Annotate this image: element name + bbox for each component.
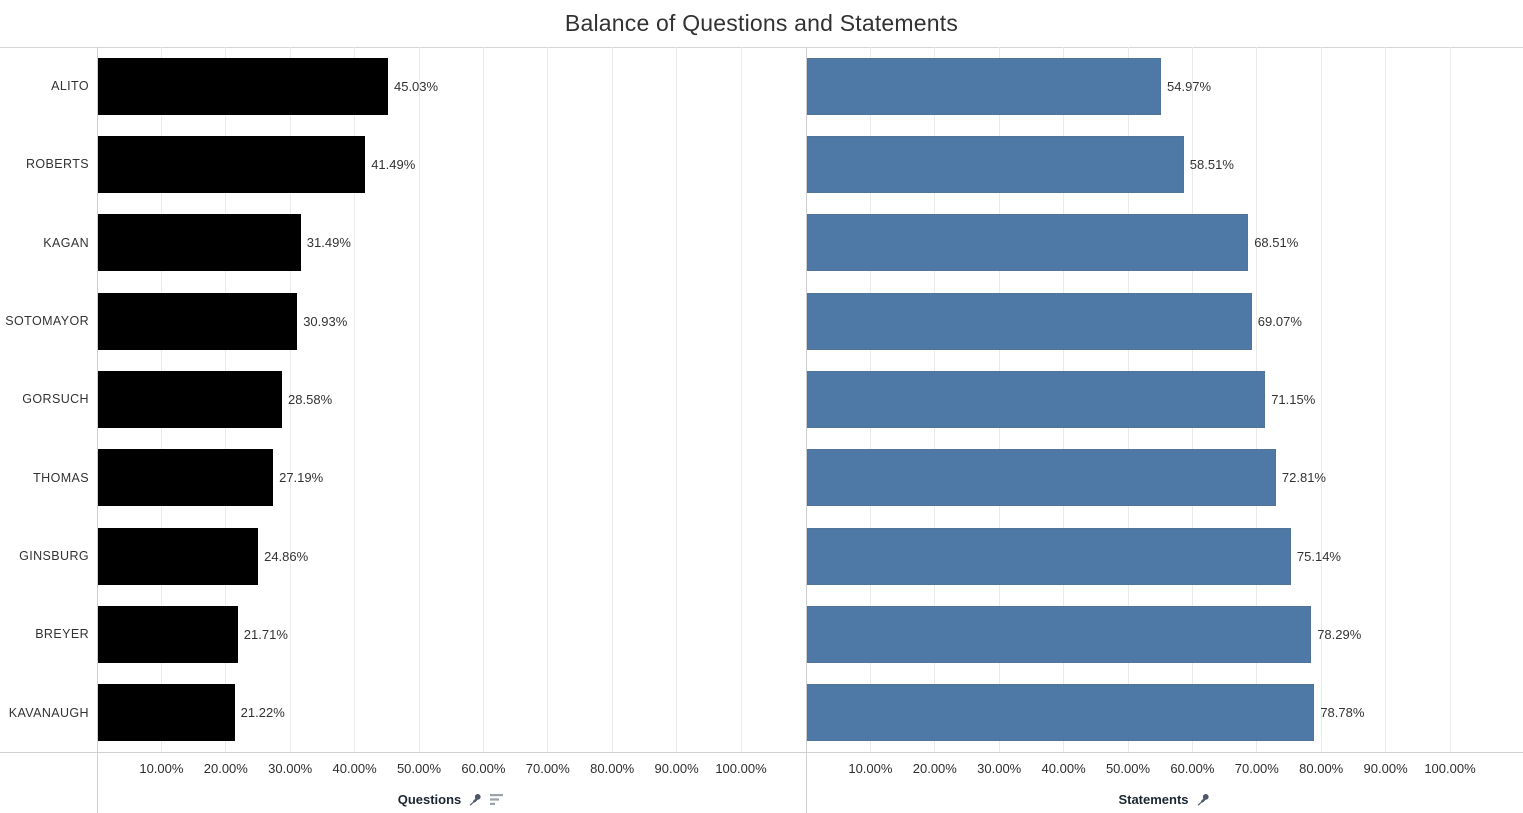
questions-axis-title: Questions <box>397 791 462 807</box>
axis-tick-label: 90.00% <box>1363 761 1408 776</box>
pin-icon[interactable] <box>468 792 483 807</box>
axis-tick-label: 20.00% <box>203 761 248 776</box>
bar-value-label: 45.03% <box>393 78 439 94</box>
bar-value-label: 72.81% <box>1281 470 1326 486</box>
questions-pane: 45.03% 41.49% 31.49% 30.93% 28.58% 27.19% 24.8… <box>97 47 806 752</box>
gridline <box>740 47 742 752</box>
axis-tick-label: 30.00% <box>977 761 1022 776</box>
statements-bar-kavanaugh[interactable] <box>807 684 1315 742</box>
bar-value-label: 58.51% <box>1189 156 1234 172</box>
gridline <box>289 47 291 752</box>
sort-descending-icon[interactable] <box>490 793 505 806</box>
row-header-kavanaugh: KAVANAUGH <box>8 705 89 720</box>
row-header-sotomayor: SOTOMAYOR <box>5 314 89 328</box>
gridline <box>418 47 420 752</box>
bar-value-label: 78.78% <box>1320 705 1365 721</box>
statements-bar-sotomayor[interactable] <box>807 292 1252 350</box>
statements-bar-ginsburg[interactable] <box>807 527 1291 585</box>
statements-bar-gorsuch[interactable] <box>807 370 1266 428</box>
gridline <box>547 47 549 752</box>
axis-tick-label: 10.00% <box>848 761 893 776</box>
bar-value-label: 28.58% <box>288 391 333 407</box>
row-header-breyer: BREYER <box>35 627 89 642</box>
gridline <box>611 47 613 752</box>
statements-bar-roberts[interactable] <box>807 135 1184 193</box>
bar-value-label: 68.51% <box>1254 235 1299 251</box>
axis-tick-label: 60.00% <box>461 761 506 776</box>
bar-value-label: 78.29% <box>1317 626 1362 642</box>
axis-baseline <box>0 752 1523 753</box>
bar-value-label: 21.22% <box>240 705 285 721</box>
questions-axis-title-cell: Questions <box>97 785 806 813</box>
axis-tick-label: 70.00% <box>525 761 570 776</box>
questions-bar-kavanaugh[interactable] <box>98 684 235 742</box>
gridline <box>1449 47 1451 752</box>
questions-bar-sotomayor[interactable] <box>98 292 298 350</box>
axis-tick-label: 50.00% <box>396 761 442 776</box>
statements-bar-alito[interactable] <box>807 57 1161 115</box>
axis-tick-label: 20.00% <box>912 761 957 776</box>
bar-value-label: 31.49% <box>306 235 351 251</box>
bar-value-label: 69.07% <box>1257 313 1302 329</box>
row-header-gorsuch: GORSUCH <box>22 392 89 407</box>
axis-tick-label: 100.00% <box>1424 761 1476 776</box>
gridline <box>482 47 484 752</box>
questions-bar-thomas[interactable] <box>98 449 274 507</box>
statements-axis: 10.00% 20.00% 30.00% 40.00% 50.00% 60.00% 70.0… <box>806 752 1523 785</box>
bar-value-label: 54.97% <box>1167 78 1212 94</box>
questions-bar-alito[interactable] <box>98 57 388 115</box>
questions-axis: 10.00% 20.00% 30.00% 40.00% 50.00% 60.00% 70.0… <box>97 752 806 785</box>
row-header-alito: ALITO <box>51 79 89 93</box>
statements-axis-title-cell: Statements <box>806 785 1523 813</box>
chart-title: Balance of Questions and Statements <box>564 10 959 36</box>
statements-bar-thomas[interactable] <box>807 449 1276 507</box>
questions-bar-gorsuch[interactable] <box>98 370 283 428</box>
row-header-roberts: ROBERTS <box>26 157 89 172</box>
axis-tick-label: 80.00% <box>590 761 635 776</box>
gridline <box>354 47 356 752</box>
bar-value-label: 41.49% <box>371 156 416 172</box>
axis-tick-label: 40.00% <box>1041 761 1086 776</box>
axis-tick-label: 30.00% <box>268 761 313 776</box>
pin-icon[interactable] <box>1196 792 1211 807</box>
header-divider <box>0 47 1523 48</box>
bar-value-label: 27.19% <box>279 470 324 486</box>
statements-bar-kagan[interactable] <box>807 214 1249 272</box>
gridline <box>676 47 678 752</box>
statements-axis-title: Statements <box>1118 791 1189 807</box>
axis-tick-label: 10.00% <box>139 761 184 776</box>
axis-tick-label: 70.00% <box>1234 761 1279 776</box>
pane-divider <box>806 47 807 813</box>
questions-bar-roberts[interactable] <box>98 135 366 193</box>
bar-value-label: 30.93% <box>303 313 348 329</box>
axis-tick-label: 90.00% <box>654 761 699 776</box>
questions-bar-kagan[interactable] <box>98 214 301 272</box>
bar-value-label: 71.15% <box>1271 391 1316 407</box>
axis-tick-label: 60.00% <box>1170 761 1215 776</box>
row-header-thomas: THOMAS <box>33 470 89 485</box>
axis-tick-label: 50.00% <box>1105 761 1151 776</box>
questions-bar-breyer[interactable] <box>98 605 238 663</box>
gridline <box>1320 47 1322 752</box>
bar-value-label: 21.71% <box>243 626 288 642</box>
bar-value-label: 75.14% <box>1296 548 1341 564</box>
axis-tick-label: 80.00% <box>1299 761 1344 776</box>
questions-bar-ginsburg[interactable] <box>98 527 259 585</box>
statements-bar-breyer[interactable] <box>807 605 1312 663</box>
bar-value-label: 24.86% <box>264 548 309 564</box>
row-header-ginsburg: GINSBURG <box>19 549 89 563</box>
row-header-divider <box>97 47 98 813</box>
row-header-kagan: KAGAN <box>43 235 89 250</box>
statements-pane: 54.97% 58.51% 68.51% 69.07% 71.15% 72.81% 75.1… <box>806 47 1523 752</box>
axis-tick-label: 100.00% <box>715 761 767 776</box>
axis-tick-label: 40.00% <box>332 761 377 776</box>
gridline <box>1385 47 1387 752</box>
